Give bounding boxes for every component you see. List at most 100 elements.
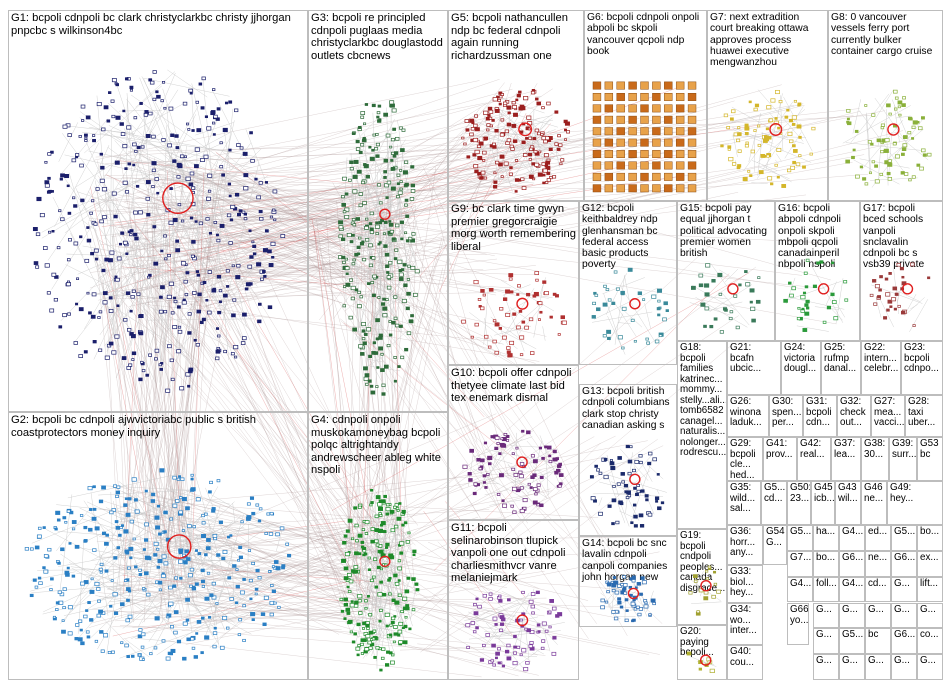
- group-cell-g37[interactable]: G37: lea...: [831, 437, 861, 481]
- mini-group-cell[interactable]: G5...: [839, 628, 865, 655]
- group-cell-g7[interactable]: G7: next extradition court breaking otta…: [707, 10, 828, 201]
- mini-group-cell[interactable]: cd...: [865, 576, 891, 603]
- group-cell-g19[interactable]: G19: bcpoli cndpoli peoples... canada di…: [677, 529, 727, 625]
- mini-group-cell[interactable]: bc: [865, 628, 891, 655]
- group-cell-g36[interactable]: G36: horr... any...: [727, 525, 763, 565]
- group-cell-g16[interactable]: G16: bcpoli abpoli cdnpoli onpoli skpoli…: [775, 201, 860, 341]
- group-cell-g4[interactable]: G4: cdnpoli onpoli muskokamoneybag bcpol…: [308, 412, 448, 680]
- vertex-node: [188, 88, 193, 93]
- group-cell-g12[interactable]: G12: bcpoli keithbaldrey ndp glenhansman…: [579, 201, 677, 365]
- mini-group-cell[interactable]: lift...: [917, 576, 943, 603]
- group-cell-g53[interactable]: G53 bc: [917, 437, 943, 481]
- group-cell-g45[interactable]: G45 icb...: [811, 481, 835, 525]
- group-edge: [352, 498, 385, 611]
- group-cell-g46[interactable]: G46 ne...: [861, 481, 887, 525]
- group-cell-g14[interactable]: G14: bcpoli bc snc lavalin cdnpoli canpo…: [579, 536, 677, 627]
- vertex-node: [359, 241, 365, 246]
- group-edge: [69, 562, 137, 593]
- mini-group-cell[interactable]: foll...: [813, 576, 839, 603]
- vertex-node: [346, 585, 350, 589]
- mini-group-cell[interactable]: G...: [891, 654, 917, 680]
- vertex-node: [399, 180, 403, 183]
- vertex-node: [355, 139, 360, 144]
- group-cell-g49[interactable]: G49: hey...: [887, 481, 943, 525]
- vertex-node: [241, 336, 247, 341]
- group-cell-g32[interactable]: G32: check out...: [837, 395, 871, 437]
- vertex-node: [208, 490, 212, 494]
- mini-group-cell[interactable]: G...: [839, 654, 865, 680]
- mini-group-cell[interactable]: G...: [865, 602, 891, 629]
- mini-group-cell[interactable]: G5...: [787, 525, 813, 551]
- mini-group-cell[interactable]: G...: [865, 654, 891, 680]
- vertex-node: [184, 549, 189, 554]
- group-cell-g22[interactable]: G22: intern... celebr...: [861, 341, 901, 395]
- mini-group-cell[interactable]: co...: [917, 628, 943, 655]
- mini-group-cell[interactable]: ha...: [813, 525, 839, 551]
- vertex-node: [692, 574, 698, 579]
- group-cell-g17[interactable]: G17: bcpoli bced schools vanpoli snclava…: [860, 201, 943, 341]
- group-cell-g23[interactable]: G23: bcpoli cdnpo...: [901, 341, 943, 395]
- mini-group-cell[interactable]: G5...: [891, 525, 917, 551]
- group-cell-g39[interactable]: G39: surr...: [889, 437, 917, 481]
- group-cell-g26[interactable]: G26: winona laduk...: [727, 395, 769, 437]
- group-cell-g43[interactable]: G43 wil...: [835, 481, 861, 525]
- mini-group-cell[interactable]: G6...: [891, 628, 917, 655]
- group-cell-g35[interactable]: G35: wild... sal...: [727, 481, 761, 525]
- group-cell-g10[interactable]: G10: bcpoli offer cdnpoli thetyee climat…: [448, 365, 579, 520]
- vertex-node: [268, 570, 272, 573]
- group-cell-g42[interactable]: G42: real...: [797, 437, 831, 481]
- group-cell-g27[interactable]: G27: mea... vacci...: [871, 395, 905, 437]
- mini-group-cell[interactable]: G...: [917, 602, 943, 629]
- group-cell-g5x[interactable]: G5... cd...: [761, 481, 787, 525]
- mini-group-cell[interactable]: G...: [839, 602, 865, 629]
- group-cell-g3[interactable]: G3: bcpoli re principled cdnpoli puglaas…: [308, 10, 448, 412]
- group-cell-g50[interactable]: G50: 23...: [787, 481, 811, 525]
- group-cell-g29[interactable]: G29: bcpoli cle... hed...: [727, 437, 763, 481]
- group-cell-g1[interactable]: G1: bcpoli cdnpoli bc clark christyclark…: [8, 10, 308, 412]
- group-cell-g34[interactable]: G34: wo... inter...: [727, 603, 763, 645]
- group-cell-g54[interactable]: G54 G...: [763, 525, 787, 565]
- group-cell-g66[interactable]: G66 yo...: [787, 603, 809, 645]
- group-cell-g8[interactable]: G8: 0 vancouver vessels ferry port curre…: [828, 10, 943, 201]
- mini-group-cell[interactable]: ed...: [865, 525, 891, 551]
- mini-group-cell[interactable]: G...: [813, 602, 839, 629]
- group-cell-g25[interactable]: G25: rufmp danal...: [821, 341, 861, 395]
- mini-group-cell[interactable]: G6...: [891, 550, 917, 577]
- group-cell-g38[interactable]: G38: 30...: [861, 437, 889, 481]
- group-cell-g5[interactable]: G5: bcpoli nathancullen ndp bc federal c…: [448, 10, 584, 201]
- mini-group-cell[interactable]: G...: [813, 628, 839, 655]
- group-cell-g11[interactable]: G11: bcpoli selinarobinson tlupick vanpo…: [448, 520, 579, 680]
- mini-group-cell[interactable]: G4...: [839, 576, 865, 603]
- vertex-node: [472, 491, 477, 496]
- mini-group-cell[interactable]: G4...: [839, 525, 865, 551]
- mini-group-cell[interactable]: G...: [891, 576, 917, 603]
- mini-group-cell[interactable]: G6...: [839, 550, 865, 577]
- group-cell-g18[interactable]: G18: bcpoli families katrinec... mommy..…: [677, 341, 727, 529]
- group-cell-g30[interactable]: G30: spen... per...: [769, 395, 803, 437]
- group-cell-g20[interactable]: G20: paying bcpoli...: [677, 625, 727, 680]
- group-cell-g33[interactable]: G33: biol... hey...: [727, 565, 763, 603]
- group-cell-g28[interactable]: G28: taxi uber...: [905, 395, 943, 437]
- mini-group-cell[interactable]: bo...: [917, 525, 943, 551]
- vertex-node: [888, 271, 892, 275]
- mini-group-cell[interactable]: G...: [917, 654, 943, 680]
- mini-group-cell[interactable]: ne...: [865, 550, 891, 577]
- vertex-node: [638, 460, 643, 465]
- group-cell-g9[interactable]: G9: bc clark time gwyn premier gregorcra…: [448, 201, 579, 365]
- group-cell-g31[interactable]: G31: bcpoli cdn...: [803, 395, 837, 437]
- mini-group-cell[interactable]: G4...: [787, 576, 813, 603]
- mini-group-cell[interactable]: G...: [813, 654, 839, 680]
- mini-group-cell[interactable]: ex...: [917, 550, 943, 577]
- group-cell-g41[interactable]: G41: prov...: [763, 437, 797, 481]
- mini-group-cell[interactable]: G...: [891, 602, 917, 629]
- group-cell-g40[interactable]: G40: cou...: [727, 645, 763, 680]
- group-cell-g2[interactable]: G2: bcpoli bc cdnpoli ajwvictoriabc publ…: [8, 412, 308, 680]
- group-cell-g13[interactable]: G13: bcpoli british cdnpoli columbians c…: [579, 384, 677, 536]
- group-cell-g15[interactable]: G15: bcpoli pay equal jjhorgan t politic…: [677, 201, 775, 341]
- group-cell-g24[interactable]: G24: victoria dougl...: [781, 341, 821, 395]
- group-cell-g21[interactable]: G21: bcafn ubcic...: [727, 341, 781, 395]
- mini-group-cell[interactable]: G7...: [787, 550, 813, 577]
- group-cell-g6[interactable]: G6: bcpoli cdnpoli onpoli abpoli bc skpo…: [584, 10, 707, 201]
- vertex-node: [395, 136, 400, 141]
- mini-group-cell[interactable]: bo...: [813, 550, 839, 577]
